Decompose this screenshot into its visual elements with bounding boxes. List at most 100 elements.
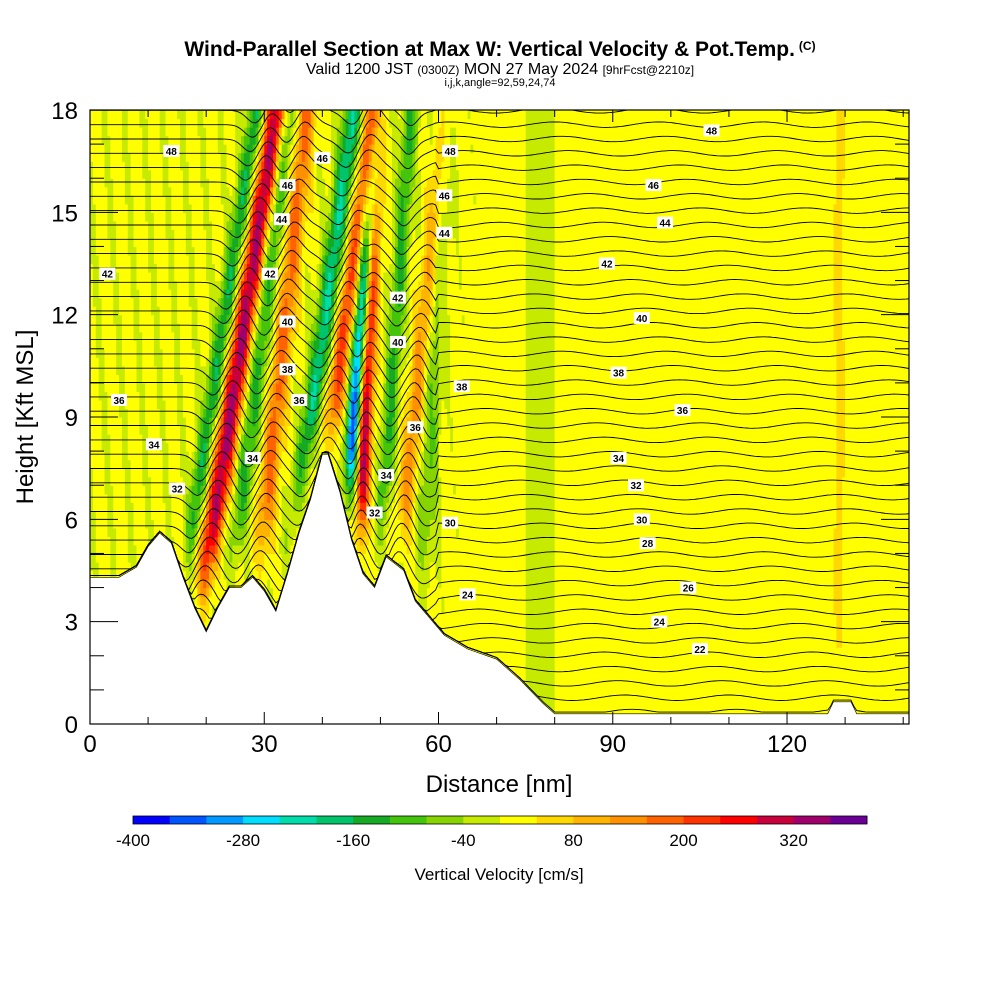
- w-cell: [220, 331, 225, 341]
- w-cell: [214, 127, 219, 137]
- w-cell: [226, 289, 230, 299]
- w-cell: [203, 579, 207, 589]
- w-cell: [127, 510, 132, 520]
- w-cell: [139, 229, 143, 239]
- w-cell: [185, 544, 190, 555]
- w-cell: [243, 297, 248, 307]
- w-cell: [275, 553, 280, 563]
- w-cell: [185, 246, 190, 256]
- w-cell: [104, 459, 109, 469]
- w-cell: [185, 186, 190, 196]
- w-cell: [206, 203, 210, 213]
- w-cell: [188, 169, 193, 179]
- w-cell: [206, 152, 210, 162]
- w-cell: [243, 314, 248, 324]
- w-cell: [145, 186, 149, 196]
- w-cell: [180, 348, 184, 358]
- w-cell: [168, 510, 172, 520]
- w-cell: [272, 408, 277, 418]
- w-cell: [133, 459, 138, 469]
- w-cell: [168, 502, 172, 512]
- w-cell: [235, 536, 239, 546]
- w-cell: [264, 127, 268, 137]
- w-cell: [275, 152, 280, 162]
- w-cell: [127, 527, 132, 537]
- w-cell: [177, 203, 181, 213]
- w-cell: [217, 161, 222, 171]
- w-cell: [197, 127, 201, 137]
- w-cell: [223, 127, 228, 137]
- w-cell: [185, 536, 190, 546]
- w-cell: [104, 152, 109, 162]
- w-cell: [241, 357, 245, 367]
- w-cell: [171, 118, 175, 128]
- w-cell: [200, 493, 204, 503]
- w-cell: [182, 289, 187, 299]
- w-cell: [255, 263, 260, 273]
- w-cell: [101, 169, 106, 179]
- w-cell: [191, 254, 196, 265]
- w-cell: [165, 527, 170, 537]
- w-cell: [185, 229, 190, 239]
- w-cell: [223, 527, 228, 537]
- w-cell: [284, 510, 289, 520]
- w-cell: [95, 237, 100, 248]
- w-cell: [180, 374, 184, 384]
- w-cell: [177, 399, 181, 410]
- w-cell: [214, 186, 219, 196]
- w-cell: [209, 536, 213, 546]
- w-cell: [232, 169, 236, 179]
- w-cell: [261, 357, 265, 367]
- w-cell: [200, 306, 204, 316]
- w-cell: [197, 161, 201, 171]
- w-cell: [270, 570, 274, 580]
- w-cell: [258, 544, 262, 555]
- w-cell: [255, 434, 260, 444]
- w-cell: [267, 110, 271, 120]
- w-cell: [217, 169, 222, 179]
- w-cell: [136, 127, 140, 137]
- w-cell: [278, 442, 283, 452]
- w-cell: [258, 561, 262, 572]
- w-cell: [171, 246, 175, 256]
- w-cell: [241, 485, 245, 495]
- w-cell: [220, 451, 225, 461]
- w-cell: [270, 493, 274, 503]
- w-cell: [209, 510, 213, 520]
- w-cell: [278, 561, 283, 572]
- w-cell: [261, 323, 265, 333]
- w-cell: [235, 365, 239, 375]
- w-cell: [110, 340, 114, 350]
- w-cell: [243, 544, 248, 555]
- w-cell: [264, 280, 268, 290]
- w-cell: [145, 348, 149, 358]
- w-cell: [226, 340, 230, 350]
- w-cell: [284, 536, 289, 546]
- w-cell: [223, 399, 228, 410]
- w-cell: [95, 527, 100, 537]
- w-cell: [275, 186, 280, 196]
- w-cell: [182, 425, 187, 435]
- w-cell: [113, 331, 117, 341]
- w-cell: [200, 161, 204, 171]
- w-cell: [180, 237, 184, 248]
- w-cell: [185, 152, 190, 162]
- w-cell: [278, 289, 283, 299]
- w-cell: [113, 536, 117, 546]
- w-cell: [116, 289, 120, 299]
- w-cell: [241, 374, 245, 384]
- w-cell: [272, 561, 277, 572]
- w-cell: [243, 246, 248, 256]
- w-cell: [148, 485, 152, 495]
- w-cell: [270, 254, 274, 265]
- w-cell: [275, 536, 280, 546]
- w-cell: [238, 297, 242, 307]
- w-cell: [246, 152, 251, 162]
- w-cell: [162, 161, 167, 171]
- w-cell: [113, 357, 117, 367]
- w-cell: [171, 434, 175, 444]
- w-cell: [98, 237, 103, 248]
- w-cell: [104, 144, 109, 154]
- w-cell: [162, 485, 167, 495]
- w-cell: [142, 169, 146, 179]
